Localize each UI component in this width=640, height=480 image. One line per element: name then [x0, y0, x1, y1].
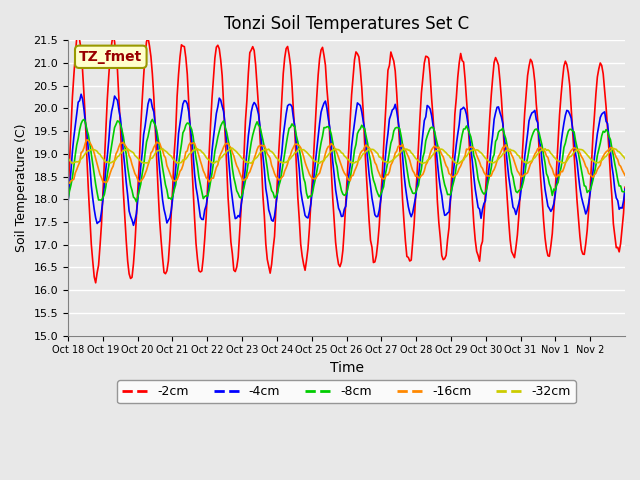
-4cm [620, 198, 627, 204]
Y-axis label: Soil Temperature (C): Soil Temperature (C) [15, 124, 28, 252]
-16cm [64, 178, 72, 184]
-4cm [102, 167, 109, 172]
Line: -2cm: -2cm [68, 34, 625, 283]
-16cm [464, 147, 472, 153]
-16cm [104, 179, 111, 184]
-32cm [454, 161, 461, 167]
-8cm [547, 185, 555, 191]
-4cm [130, 222, 138, 228]
-2cm [620, 210, 627, 216]
-16cm [621, 172, 629, 178]
-32cm [621, 156, 629, 161]
Line: -8cm: -8cm [68, 120, 625, 202]
-32cm [620, 154, 627, 159]
-8cm [132, 199, 140, 204]
-2cm [64, 191, 72, 196]
Title: Tonzi Soil Temperatures Set C: Tonzi Soil Temperatures Set C [224, 15, 469, 33]
-8cm [102, 184, 109, 190]
Line: -4cm: -4cm [68, 94, 625, 225]
-8cm [620, 189, 627, 195]
-32cm [547, 151, 555, 156]
-16cm [620, 169, 627, 175]
-4cm [77, 91, 85, 97]
-4cm [84, 147, 92, 153]
-8cm [64, 197, 72, 203]
-8cm [464, 126, 472, 132]
-2cm [353, 51, 361, 57]
-2cm [109, 31, 117, 36]
-4cm [621, 186, 629, 192]
Legend: -2cm, -4cm, -8cm, -16cm, -32cm: -2cm, -4cm, -8cm, -16cm, -32cm [117, 380, 576, 403]
-16cm [86, 140, 93, 145]
-32cm [83, 149, 91, 155]
-8cm [353, 131, 361, 136]
Line: -16cm: -16cm [68, 140, 625, 183]
-16cm [353, 161, 361, 167]
-32cm [228, 145, 236, 151]
-16cm [547, 163, 555, 169]
-32cm [464, 151, 472, 157]
-4cm [353, 100, 361, 106]
-8cm [621, 189, 629, 194]
-2cm [102, 129, 109, 135]
-2cm [83, 156, 91, 162]
-2cm [547, 243, 555, 249]
-32cm [64, 155, 72, 161]
X-axis label: Time: Time [330, 361, 364, 375]
-4cm [64, 200, 72, 206]
-2cm [464, 117, 472, 123]
-8cm [80, 117, 88, 122]
-4cm [464, 121, 472, 127]
Text: TZ_fmet: TZ_fmet [79, 50, 143, 64]
-4cm [547, 208, 555, 214]
Line: -32cm: -32cm [68, 148, 625, 164]
-32cm [100, 157, 108, 163]
-16cm [83, 137, 91, 143]
-2cm [621, 184, 629, 190]
-8cm [84, 132, 92, 138]
-2cm [92, 280, 99, 286]
-16cm [66, 180, 74, 186]
-32cm [352, 159, 360, 165]
